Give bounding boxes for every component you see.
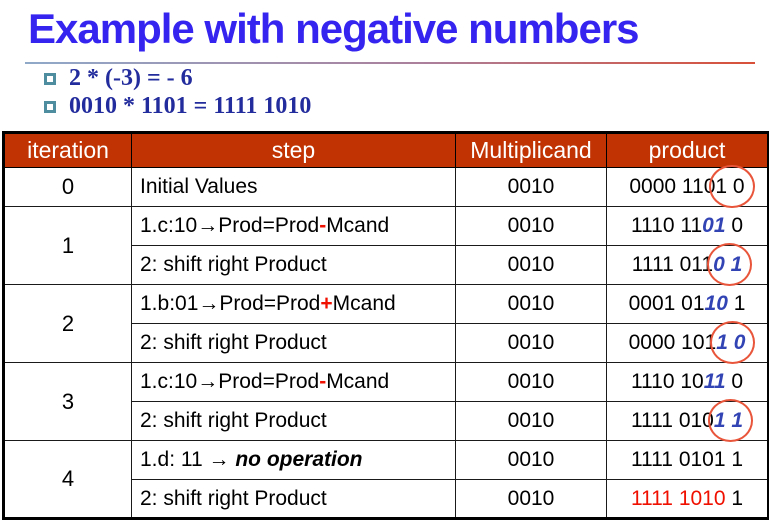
table-row: 2: shift right Product 0010 1111 0110 1 — [4, 243, 769, 286]
multiplicand-cell: 0010 — [455, 362, 607, 402]
table-row: 3 1.c:10→Prod=Prod-Mcand 0010 1110 1011 0 — [3, 362, 769, 441]
step-cell: 2: shift right Product — [131, 479, 456, 519]
text-segment: 1 — [725, 486, 744, 510]
text-segment: - — [319, 370, 327, 393]
text-segment: Mcand — [326, 370, 390, 393]
text-segment: 1.c:10→Prod=Prod — [140, 370, 320, 393]
text-segment: 2: shift right Product — [140, 486, 327, 510]
multiplicand-cell: 0010 — [455, 323, 607, 363]
bullet-square-icon — [44, 72, 56, 85]
table-row: 1 1.c:10→Prod=Prod-Mcand 0010 1110 1101 0 — [3, 206, 769, 285]
step-cell: 2: shift right Product — [131, 323, 456, 363]
text-segment: 1 — [727, 292, 746, 315]
iteration-cell: 0 — [3, 167, 132, 207]
title-divider — [25, 62, 755, 64]
text-segment: Mcand — [326, 214, 390, 237]
text-segment: 0 — [725, 214, 744, 237]
product-cell: 0001 0110 1 — [606, 284, 769, 324]
bullet-item: 0010 * 1101 = 1111 1010 — [44, 93, 769, 120]
text-segment: 11 — [703, 370, 726, 393]
page-title: Example with negative numbers — [28, 5, 640, 52]
product-cell: 1110 1011 0 — [606, 362, 769, 402]
bullet-text: 2 * (-3) = - 6 — [69, 65, 193, 91]
circled-bits: 1 0 — [709, 165, 755, 208]
text-segment: + — [320, 292, 333, 315]
step-cell: 1.b:01→Prod=Prod+Mcand — [131, 284, 456, 324]
text-segment: 01 — [702, 214, 726, 237]
header-iteration: iteration — [3, 132, 132, 168]
header-step: step — [131, 132, 456, 168]
text-segment: 0000 110 — [629, 175, 716, 198]
text-segment: 10 — [704, 292, 728, 315]
circled-bits: 0 1 — [707, 243, 753, 286]
step-cell: 1.c:10→Prod=Prod-Mcand — [131, 362, 456, 402]
bullet-square-icon — [44, 100, 56, 113]
text-segment: Mcand — [332, 292, 396, 315]
multiplicand-cell: 0010 — [455, 479, 607, 519]
multiplicand-cell: 0010 — [455, 167, 607, 207]
text-segment: 2: shift right Product — [140, 409, 327, 432]
text-segment: 0 — [725, 370, 744, 393]
bullet-list: 2 * (-3) = - 6 0010 * 1101 = 1111 1010 — [44, 65, 769, 120]
multiplication-table: iteration step Multiplicand product 0 Ini… — [2, 131, 769, 520]
text-segment: 1.c:10→Prod=Prod — [140, 214, 320, 237]
product-cell: 0000 1101 0 — [606, 165, 769, 208]
text-segment: 2: shift right Product — [140, 253, 327, 276]
table-row: 2: shift right Product 0010 1111 0101 1 — [4, 399, 769, 442]
text-segment: no operation — [235, 448, 363, 471]
table-header: iteration step Multiplicand product — [3, 132, 769, 168]
step-cell: 1.c:10→Prod=Prod-Mcand — [131, 206, 456, 246]
product-cell: 1111 0110 1 — [606, 243, 769, 286]
text-segment: 1111 010 — [630, 409, 714, 432]
bullet-item: 2 * (-3) = - 6 — [44, 65, 769, 92]
text-segment: 0000 101 — [628, 331, 717, 354]
table-row: 2: shift right Product 0010 0000 1011 0 — [4, 321, 769, 364]
iteration-cell: 1 — [3, 206, 132, 285]
text-segment: 1111 0101 1 — [630, 448, 744, 471]
table-row: 2 1.b:01→Prod=Prod+Mcand 0010 0001 0110 1 — [3, 284, 769, 363]
bullet-text: 0010 * 1101 = 1111 1010 — [69, 93, 312, 119]
multiplicand-cell: 0010 — [455, 440, 607, 480]
text-segment: 1.b:01→Prod=Prod — [140, 292, 321, 315]
circled-bits: 1 1 — [707, 399, 754, 442]
multiplicand-cell: 0010 — [455, 284, 607, 324]
header-product: product — [606, 132, 769, 168]
product-cell: 1111 0101 1 — [606, 399, 769, 442]
product-cell: 0000 1011 0 — [606, 321, 769, 364]
text-segment: 1111 011 — [631, 253, 714, 276]
text-segment: 2: shift right Product — [140, 331, 327, 354]
text-segment: 0001 01 — [628, 292, 705, 315]
step-cell: 2: shift right Product — [131, 245, 456, 285]
table-row: 0 Initial Values 0010 0000 1101 0 — [3, 165, 769, 208]
step-cell: 1.d: 11 → no operation — [131, 440, 456, 480]
table-row: 4 1.d: 11 → no operation 0010 1111 0101 1 — [3, 440, 769, 519]
circled-bits: 1 0 — [710, 321, 756, 364]
text-segment: 1110 10 — [630, 370, 704, 393]
multiplicand-cell: 0010 — [455, 401, 607, 441]
multiplicand-cell: 0010 — [455, 245, 607, 285]
step-cell: Initial Values — [131, 167, 456, 207]
product-cell: 1111 0101 1 — [606, 440, 769, 480]
iteration-cell: 3 — [3, 362, 132, 441]
header-multiplicand: Multiplicand — [455, 132, 607, 168]
text-segment: Initial Values — [140, 175, 258, 198]
product-cell: 1111 1010 1 — [606, 479, 769, 519]
iteration-cell: 2 — [3, 284, 132, 363]
table-body: 0 Initial Values 0010 0000 1101 0 1 1.c:10→Pr… — [3, 165, 769, 519]
text-segment: 1110 11 — [630, 214, 703, 237]
text-segment: - — [319, 214, 327, 237]
header-row: iteration step Multiplicand product — [3, 132, 769, 168]
text-segment: 1111 1010 — [630, 486, 726, 510]
iteration-cell: 4 — [3, 440, 132, 519]
multiplicand-cell: 0010 — [455, 206, 607, 246]
table-row: 2: shift right Product 0010 1111 1010 1 — [4, 479, 769, 519]
step-cell: 2: shift right Product — [131, 401, 456, 441]
text-segment: 1.d: 11 → — [140, 448, 236, 471]
product-cell: 1110 1101 0 — [606, 206, 769, 246]
